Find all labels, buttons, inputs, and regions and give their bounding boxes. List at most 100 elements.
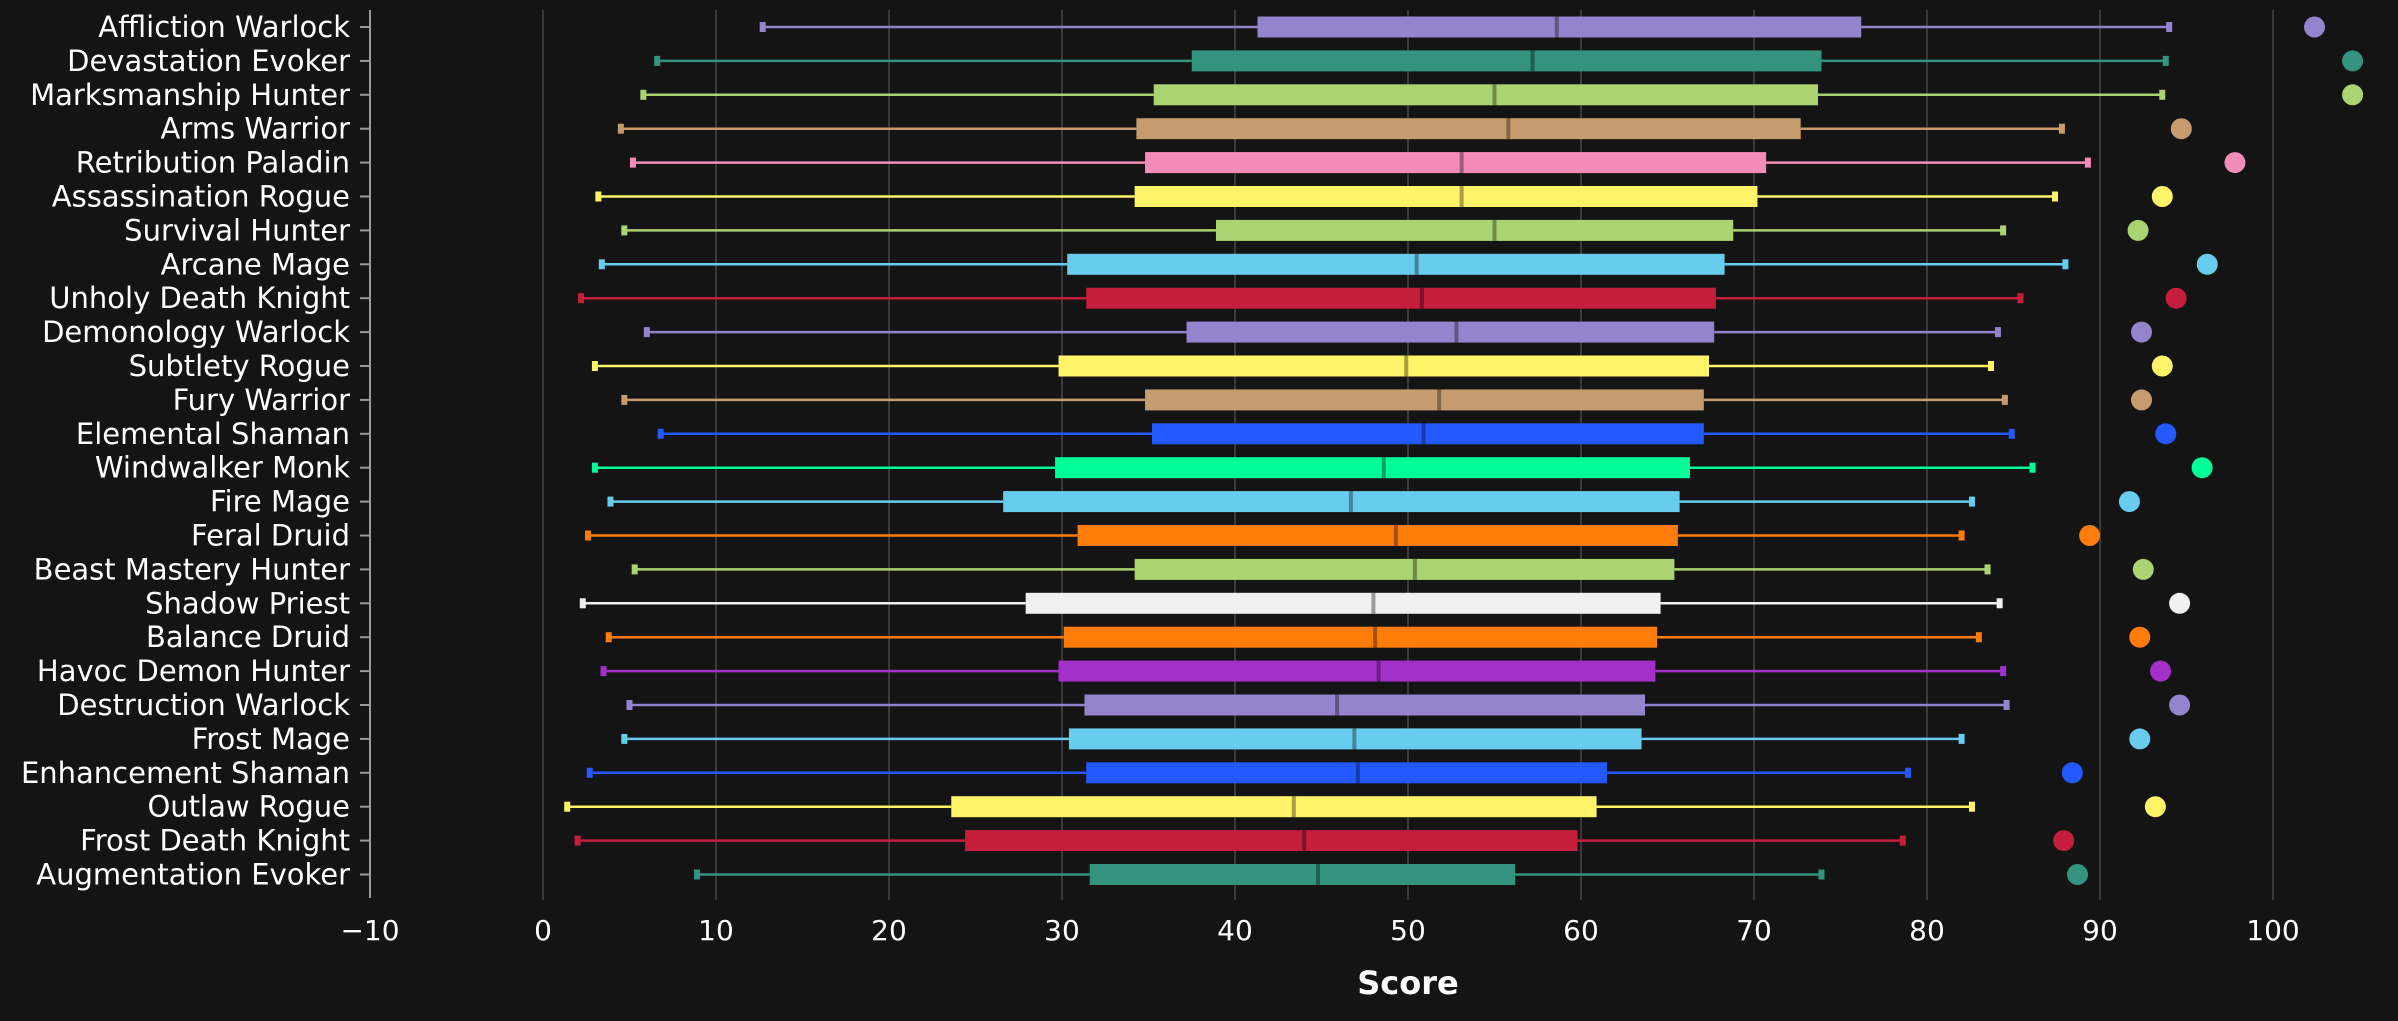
- outlier-point: [2165, 287, 2187, 309]
- outlier-point: [2067, 864, 2089, 885]
- whisker-cap-high: [2062, 259, 2069, 270]
- x-tick-label: 80: [1909, 914, 1945, 947]
- category-label: Elemental Shaman: [76, 417, 350, 451]
- whisker-cap-high: [2052, 191, 2059, 202]
- category-label: Augmentation Evoker: [36, 858, 350, 892]
- whisker-cap-low: [643, 327, 650, 338]
- iqr-box: [1077, 525, 1678, 546]
- x-tick-label: 10: [698, 914, 734, 947]
- whisker-cap-low: [598, 259, 605, 270]
- outlier-point: [2170, 118, 2192, 140]
- outlier-point: [2127, 219, 2149, 241]
- whisker-cap-high: [2003, 700, 2010, 710]
- outlier-point: [2169, 592, 2191, 614]
- category-label: Arms Warrior: [161, 112, 351, 146]
- iqr-box: [1153, 84, 1819, 106]
- outlier-point: [2169, 694, 2191, 716]
- iqr-box: [1145, 152, 1767, 174]
- category-label: Unholy Death Knight: [49, 281, 350, 315]
- category-label: Havoc Demon Hunter: [37, 654, 350, 688]
- outlier-point: [2132, 558, 2154, 580]
- outlier-point: [2131, 389, 2153, 411]
- iqr-box: [1134, 186, 1758, 207]
- category-label: Frost Death Knight: [80, 824, 350, 858]
- iqr-box: [1145, 389, 1704, 411]
- iqr-box: [1191, 50, 1822, 72]
- box-subtlety-rogue: [591, 355, 2173, 377]
- box-beast-mastery-hunter: [631, 558, 2154, 580]
- category-label: Feral Druid: [191, 519, 350, 553]
- box-series: [564, 16, 2364, 885]
- whisker-cap-low: [578, 293, 585, 304]
- whisker-cap-low: [574, 835, 581, 846]
- whisker-cap-high: [1818, 869, 1825, 880]
- outlier-point: [2129, 728, 2151, 750]
- whisker-cap-high: [1899, 835, 1906, 846]
- iqr-box: [1151, 423, 1704, 445]
- whisker-cap-high: [1958, 733, 1965, 744]
- outlier-point: [2061, 762, 2083, 784]
- whisker-cap-low: [621, 225, 628, 236]
- whisker-cap-high: [2029, 462, 2036, 473]
- box-marksmanship-hunter: [640, 84, 2364, 106]
- whisker-cap-high: [1984, 564, 1991, 575]
- whisker-cap-low: [759, 22, 766, 32]
- iqr-box: [1058, 660, 1656, 682]
- whisker-cap-low: [654, 55, 661, 66]
- outlier-point: [2342, 50, 2364, 72]
- category-label: Retribution Paladin: [76, 146, 350, 180]
- whisker-cap-low: [621, 733, 628, 744]
- x-axis-title: Score: [1357, 964, 1458, 1002]
- whisker-cap-low: [631, 564, 638, 575]
- box-outlaw-rogue: [564, 796, 2166, 818]
- x-tick-label: 100: [2246, 914, 2299, 947]
- x-tick-label: 20: [871, 914, 907, 947]
- category-label: Fury Warrior: [173, 383, 351, 417]
- whisker-cap-low: [640, 89, 647, 100]
- iqr-box: [1063, 626, 1658, 648]
- box-survival-hunter: [621, 219, 2149, 241]
- whisker-cap-high: [1958, 530, 1965, 541]
- x-tick-label: 30: [1044, 914, 1080, 947]
- iqr-box: [1058, 355, 1710, 377]
- box-balance-druid: [605, 626, 2151, 648]
- whisker-cap-high: [1996, 598, 2003, 609]
- outlier-point: [2150, 660, 2172, 682]
- whisker-cap-low: [621, 394, 628, 405]
- category-label: Survival Hunter: [124, 213, 350, 247]
- whisker-cap-low: [629, 157, 636, 168]
- category-label: Beast Mastery Hunter: [34, 552, 350, 586]
- whisker-cap-high: [2166, 22, 2173, 32]
- box-demonology-warlock: [643, 321, 2153, 343]
- outlier-point: [2304, 16, 2326, 38]
- iqr-box: [1089, 864, 1516, 885]
- whisker-cap-low: [584, 530, 591, 541]
- category-label: Outlaw Rogue: [147, 790, 350, 824]
- iqr-box: [1068, 728, 1642, 750]
- whisker-cap-low: [586, 767, 593, 778]
- whisker-cap-high: [1994, 327, 2001, 338]
- iqr-box: [1186, 321, 1715, 343]
- category-label: Subtlety Rogue: [129, 349, 350, 383]
- box-arms-warrior: [617, 118, 2192, 140]
- whisker-cap-high: [2000, 666, 2007, 677]
- box-frost-death-knight: [574, 830, 2075, 852]
- outlier-point: [2224, 152, 2246, 174]
- whisker-cap-low: [591, 361, 598, 371]
- box-havoc-demon-hunter: [600, 660, 2172, 682]
- outlier-point: [2129, 626, 2151, 648]
- outlier-point: [2342, 84, 2364, 106]
- whisker-cap-high: [1968, 801, 1975, 812]
- iqr-box: [951, 796, 1597, 818]
- category-label: Destruction Warlock: [57, 688, 350, 722]
- box-fury-warrior: [621, 389, 2153, 411]
- box-unholy-death-knight: [578, 287, 2187, 309]
- category-label: Enhancement Shaman: [21, 756, 350, 790]
- outlier-point: [2151, 186, 2173, 207]
- whisker-cap-low: [607, 496, 614, 507]
- x-tick-label: 70: [1736, 914, 1772, 947]
- box-shadow-priest: [579, 592, 2191, 614]
- box-destruction-warlock: [626, 694, 2191, 716]
- outlier-point: [2144, 796, 2166, 818]
